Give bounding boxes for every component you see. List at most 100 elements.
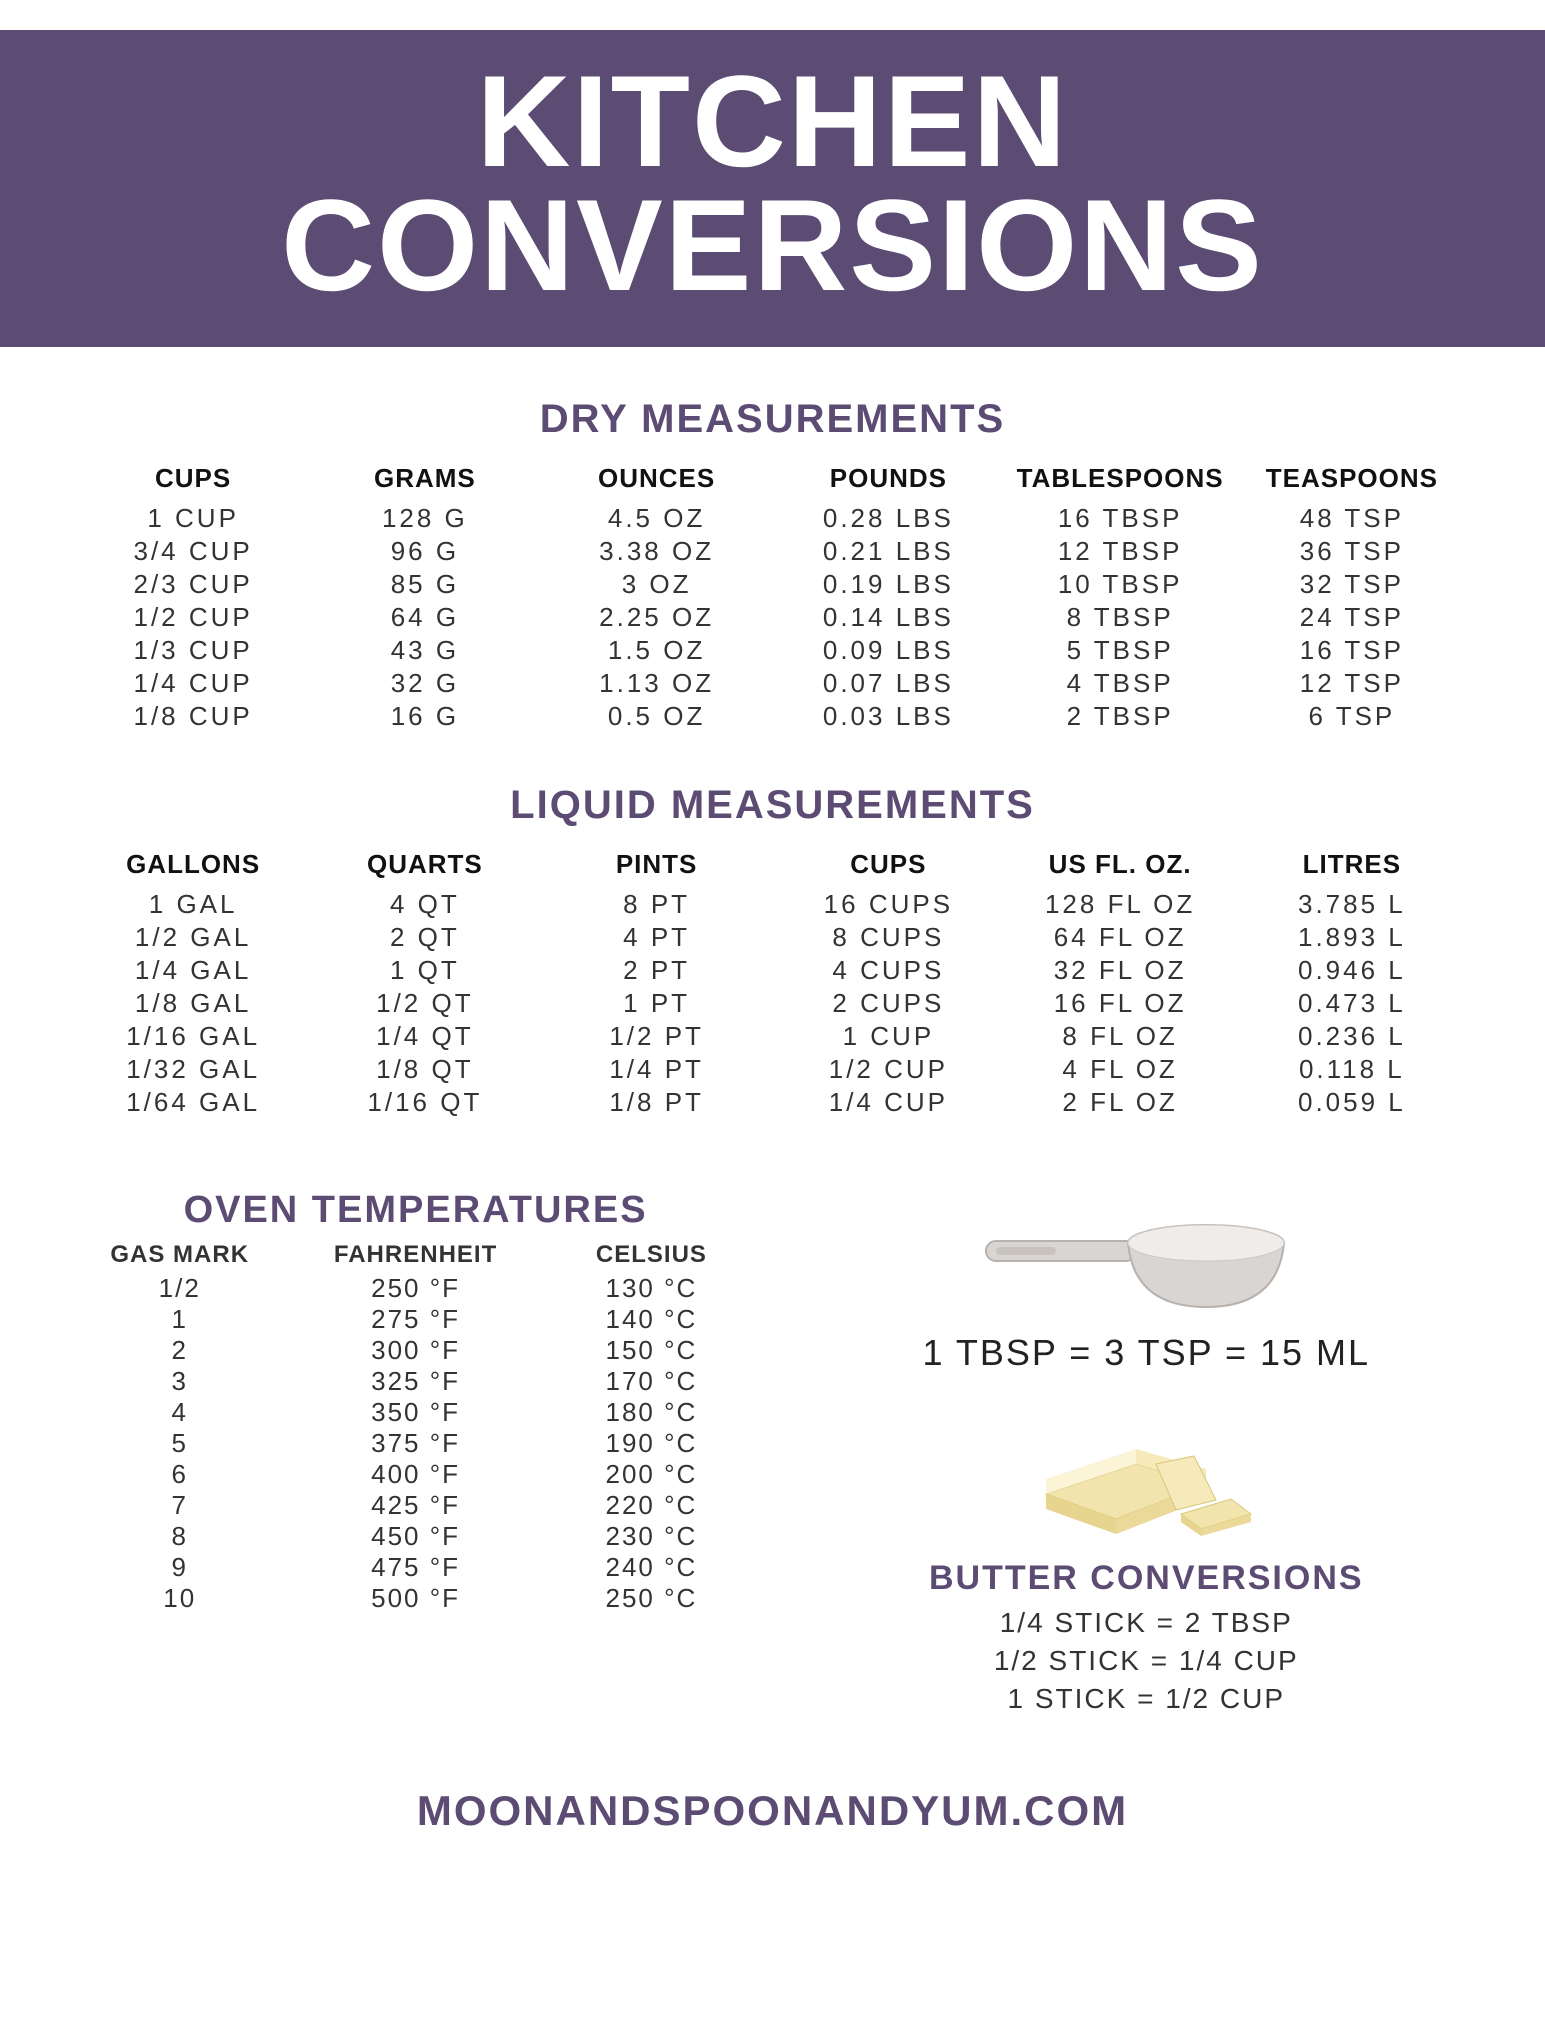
oven-cell: 400 °F [298, 1459, 534, 1490]
oven-cell: 170 °C [533, 1366, 769, 1397]
oven-cell: 1/2 [62, 1273, 298, 1304]
dry-cell: 2.25 OZ [541, 601, 773, 634]
table-row: 1/16 GAL1/4 QT1/2 PT1 CUP8 FL OZ0.236 L [77, 1020, 1468, 1053]
oven-cell: 325 °F [298, 1366, 534, 1397]
page: KITCHEN CONVERSIONS DRY MEASUREMENTS CUP… [0, 30, 1545, 2030]
liquid-column-header: US FL. OZ. [1004, 848, 1236, 888]
liquid-cell: 1/4 CUP [773, 1086, 1005, 1119]
dry-cell: 10 TBSP [1004, 568, 1236, 601]
dry-cell: 1 CUP [77, 502, 309, 535]
dry-cell: 1.13 OZ [541, 667, 773, 700]
oven-cell: 1 [62, 1304, 298, 1335]
oven-cell: 9 [62, 1552, 298, 1583]
table-row: 2/3 CUP85 G3 OZ0.19 LBS10 TBSP32 TSP [77, 568, 1468, 601]
liquid-cell: 0.118 L [1236, 1053, 1468, 1086]
liquid-cell: 1/2 GAL [77, 921, 309, 954]
liquid-cell: 32 FL OZ [1004, 954, 1236, 987]
butter-icon [1016, 1404, 1276, 1544]
liquid-cell: 1/4 GAL [77, 954, 309, 987]
title-line-2: CONVERSIONS [281, 172, 1264, 318]
liquid-cell: 1 QT [309, 954, 541, 987]
dry-cell: 3.38 OZ [541, 535, 773, 568]
dry-cell: 3 OZ [541, 568, 773, 601]
liquid-cell: 128 FL OZ [1004, 888, 1236, 921]
dry-cell: 16 TBSP [1004, 502, 1236, 535]
liquid-cell: 16 CUPS [773, 888, 1005, 921]
liquid-cell: 1 CUP [773, 1020, 1005, 1053]
liquid-cell: 3.785 L [1236, 888, 1468, 921]
oven-cell: 250 °F [298, 1273, 534, 1304]
table-row: 5375 °F190 °C [62, 1428, 770, 1459]
dry-cell: 0.28 LBS [773, 502, 1005, 535]
dry-cell: 0.14 LBS [773, 601, 1005, 634]
liquid-cell: 1/16 QT [309, 1086, 541, 1119]
dry-cell: 0.09 LBS [773, 634, 1005, 667]
oven-cell: 350 °F [298, 1397, 534, 1428]
liquid-cell: 1/8 QT [309, 1053, 541, 1086]
liquid-cell: 4 FL OZ [1004, 1053, 1236, 1086]
dry-cell: 12 TSP [1236, 667, 1468, 700]
table-row: 8450 °F230 °C [62, 1521, 770, 1552]
liquid-cell: 16 FL OZ [1004, 987, 1236, 1020]
liquid-column-header: LITRES [1236, 848, 1468, 888]
dry-section-title: DRY MEASUREMENTS [0, 397, 1545, 442]
measuring-cup-illustration [809, 1199, 1483, 1324]
oven-cell: 275 °F [298, 1304, 534, 1335]
liquid-cell: 2 PT [541, 954, 773, 987]
liquid-column-header: PINTS [541, 848, 773, 888]
liquid-cell: 1.893 L [1236, 921, 1468, 954]
tbsp-tsp-equation: 1 TBSP = 3 TSP = 15 ML [809, 1332, 1483, 1374]
liquid-cell: 1/32 GAL [77, 1053, 309, 1086]
dry-cell: 2/3 CUP [77, 568, 309, 601]
dry-cell: 96 G [309, 535, 541, 568]
butter-conversions-list: 1/4 STICK = 2 TBSP 1/2 STICK = 1/4 CUP 1… [809, 1604, 1483, 1717]
liquid-measurements-table: GALLONSQUARTSPINTSCUPSUS FL. OZ.LITRES 1… [77, 848, 1468, 1119]
oven-cell: 300 °F [298, 1335, 534, 1366]
liquid-cell: 2 CUPS [773, 987, 1005, 1020]
oven-cell: 10 [62, 1583, 298, 1614]
dry-cell: 64 G [309, 601, 541, 634]
dry-column-header: CUPS [77, 462, 309, 502]
dry-cell: 24 TSP [1236, 601, 1468, 634]
oven-cell: 8 [62, 1521, 298, 1552]
dry-cell: 32 G [309, 667, 541, 700]
liquid-cell: 1 PT [541, 987, 773, 1020]
dry-cell: 128 G [309, 502, 541, 535]
liquid-cell: 0.059 L [1236, 1086, 1468, 1119]
dry-cell: 8 TBSP [1004, 601, 1236, 634]
dry-cell: 48 TSP [1236, 502, 1468, 535]
dry-column-header: TABLESPOONS [1004, 462, 1236, 502]
oven-cell: 425 °F [298, 1490, 534, 1521]
dry-cell: 12 TBSP [1004, 535, 1236, 568]
dry-cell: 16 G [309, 700, 541, 733]
oven-cell: 450 °F [298, 1521, 534, 1552]
dry-cell: 0.19 LBS [773, 568, 1005, 601]
dry-cell: 85 G [309, 568, 541, 601]
butter-line: 1/4 STICK = 2 TBSP [809, 1604, 1483, 1642]
oven-cell: 230 °C [533, 1521, 769, 1552]
dry-column-header: POUNDS [773, 462, 1005, 502]
dry-cell: 1/3 CUP [77, 634, 309, 667]
dry-cell: 1/4 CUP [77, 667, 309, 700]
liquid-cell: 1/16 GAL [77, 1020, 309, 1053]
oven-cell: 250 °C [533, 1583, 769, 1614]
dry-cell: 1/8 CUP [77, 700, 309, 733]
dry-column-header: TEASPOONS [1236, 462, 1468, 502]
liquid-cell: 4 QT [309, 888, 541, 921]
dry-cell: 3/4 CUP [77, 535, 309, 568]
dry-measurements-table: CUPSGRAMSOUNCESPOUNDSTABLESPOONSTEASPOON… [77, 462, 1468, 733]
dry-cell: 16 TSP [1236, 634, 1468, 667]
dry-cell: 5 TBSP [1004, 634, 1236, 667]
liquid-cell: 0.473 L [1236, 987, 1468, 1020]
dry-cell: 1/2 CUP [77, 601, 309, 634]
table-row: 6400 °F200 °C [62, 1459, 770, 1490]
liquid-column-header: QUARTS [309, 848, 541, 888]
table-row: 10500 °F250 °C [62, 1583, 770, 1614]
oven-cell: 130 °C [533, 1273, 769, 1304]
liquid-cell: 8 PT [541, 888, 773, 921]
table-row: 1 GAL4 QT8 PT16 CUPS128 FL OZ3.785 L [77, 888, 1468, 921]
table-row: 2300 °F150 °C [62, 1335, 770, 1366]
oven-cell: 180 °C [533, 1397, 769, 1428]
oven-cell: 240 °C [533, 1552, 769, 1583]
liquid-column-header: CUPS [773, 848, 1005, 888]
